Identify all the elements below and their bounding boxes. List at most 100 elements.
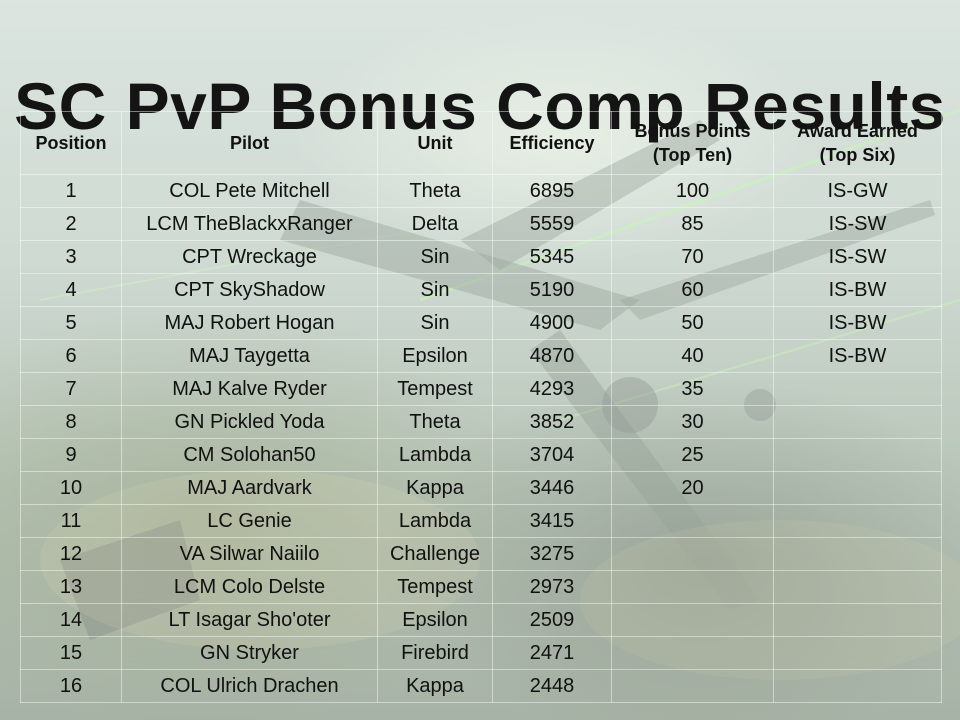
position-cell: 7 [20, 372, 122, 406]
position-cell: 3 [20, 240, 122, 274]
efficiency-cell: 3852 [492, 405, 612, 439]
table-row: 15 GN Stryker Firebird 2471 [20, 636, 942, 670]
unit-cell: Kappa [377, 669, 493, 703]
bonus-points-cell: 85 [611, 207, 774, 241]
bonus-points-cell [611, 537, 774, 571]
unit-cell: Lambda [377, 438, 493, 472]
table-row: 13 LCM Colo Delste Tempest 2973 [20, 570, 942, 604]
bonus-points-cell [611, 636, 774, 670]
award-cell [773, 537, 942, 571]
award-cell [773, 504, 942, 538]
efficiency-cell: 3704 [492, 438, 612, 472]
unit-cell: Kappa [377, 471, 493, 505]
table-row: 11 LC Genie Lambda 3415 [20, 504, 942, 538]
table-row: 4 CPT SkyShadow Sin 5190 60 IS-BW [20, 273, 942, 307]
pilot-cell: MAJ Kalve Ryder [121, 372, 378, 406]
position-cell: 9 [20, 438, 122, 472]
unit-cell: Sin [377, 273, 493, 307]
position-cell: 13 [20, 570, 122, 604]
pilot-cell: CPT Wreckage [121, 240, 378, 274]
efficiency-cell: 2471 [492, 636, 612, 670]
position-cell: 14 [20, 603, 122, 637]
efficiency-cell: 4900 [492, 306, 612, 340]
bonus-points-cell [611, 504, 774, 538]
pilot-cell: MAJ Aardvark [121, 471, 378, 505]
bonus-header-line2: (Top Ten) [652, 145, 733, 165]
bonus-points-cell [611, 669, 774, 703]
unit-cell: Delta [377, 207, 493, 241]
column-header-position: Position [20, 111, 122, 175]
unit-cell: Theta [377, 405, 493, 439]
pilot-cell: GN Pickled Yoda [121, 405, 378, 439]
pilot-cell: MAJ Robert Hogan [121, 306, 378, 340]
award-cell: IS-SW [773, 240, 942, 274]
column-header-bonus-points: Bonus Points (Top Ten) [611, 111, 774, 175]
award-cell [773, 603, 942, 637]
header-row: Position Pilot Unit Efficiency Bonus Poi… [20, 111, 942, 175]
column-header-efficiency: Efficiency [492, 111, 612, 175]
award-cell [773, 405, 942, 439]
bonus-points-cell: 70 [611, 240, 774, 274]
pilot-cell: GN Stryker [121, 636, 378, 670]
unit-cell: Epsilon [377, 339, 493, 373]
bonus-points-cell: 20 [611, 471, 774, 505]
unit-cell: Lambda [377, 504, 493, 538]
efficiency-cell: 6895 [492, 174, 612, 208]
efficiency-cell: 3446 [492, 471, 612, 505]
pilot-cell: LT Isagar Sho'oter [121, 603, 378, 637]
bonus-points-cell: 25 [611, 438, 774, 472]
efficiency-cell: 5559 [492, 207, 612, 241]
efficiency-cell: 5345 [492, 240, 612, 274]
position-cell: 8 [20, 405, 122, 439]
award-cell: IS-BW [773, 339, 942, 373]
efficiency-cell: 5190 [492, 273, 612, 307]
unit-cell: Epsilon [377, 603, 493, 637]
efficiency-cell: 3415 [492, 504, 612, 538]
position-cell: 5 [20, 306, 122, 340]
bonus-points-cell [611, 603, 774, 637]
unit-cell: Theta [377, 174, 493, 208]
pilot-cell: VA Silwar Naiilo [121, 537, 378, 571]
award-header-line1: Award Earned [797, 121, 918, 141]
table-row: 2 LCM TheBlackxRanger Delta 5559 85 IS-SW [20, 207, 942, 241]
efficiency-cell: 2448 [492, 669, 612, 703]
award-cell: IS-SW [773, 207, 942, 241]
table-row: 6 MAJ Taygetta Epsilon 4870 40 IS-BW [20, 339, 942, 373]
bonus-points-cell: 60 [611, 273, 774, 307]
bonus-header-line1: Bonus Points [634, 121, 751, 141]
position-cell: 1 [20, 174, 122, 208]
pilot-cell: CPT SkyShadow [121, 273, 378, 307]
bonus-points-cell: 100 [611, 174, 774, 208]
table-row: 14 LT Isagar Sho'oter Epsilon 2509 [20, 603, 942, 637]
bonus-points-cell: 40 [611, 339, 774, 373]
position-cell: 2 [20, 207, 122, 241]
bonus-points-cell: 35 [611, 372, 774, 406]
pilot-cell: LCM Colo Delste [121, 570, 378, 604]
award-cell [773, 372, 942, 406]
position-cell: 10 [20, 471, 122, 505]
position-cell: 4 [20, 273, 122, 307]
award-cell [773, 438, 942, 472]
bonus-points-cell: 50 [611, 306, 774, 340]
award-cell [773, 669, 942, 703]
efficiency-cell: 2509 [492, 603, 612, 637]
efficiency-cell: 3275 [492, 537, 612, 571]
award-cell: IS-BW [773, 273, 942, 307]
pilot-cell: MAJ Taygetta [121, 339, 378, 373]
pilot-cell: COL Ulrich Drachen [121, 669, 378, 703]
position-cell: 11 [20, 504, 122, 538]
table-row: 8 GN Pickled Yoda Theta 3852 30 [20, 405, 942, 439]
table-row: 7 MAJ Kalve Ryder Tempest 4293 35 [20, 372, 942, 406]
award-cell: IS-GW [773, 174, 942, 208]
unit-cell: Tempest [377, 570, 493, 604]
bonus-points-cell [611, 570, 774, 604]
position-cell: 12 [20, 537, 122, 571]
unit-cell: Tempest [377, 372, 493, 406]
table-row: 1 COL Pete Mitchell Theta 6895 100 IS-GW [20, 174, 942, 208]
results-table: Position Pilot Unit Efficiency Bonus Poi… [20, 111, 942, 703]
award-cell: IS-BW [773, 306, 942, 340]
pilot-cell: COL Pete Mitchell [121, 174, 378, 208]
award-cell [773, 570, 942, 604]
table-row: 16 COL Ulrich Drachen Kappa 2448 [20, 669, 942, 703]
unit-cell: Sin [377, 306, 493, 340]
